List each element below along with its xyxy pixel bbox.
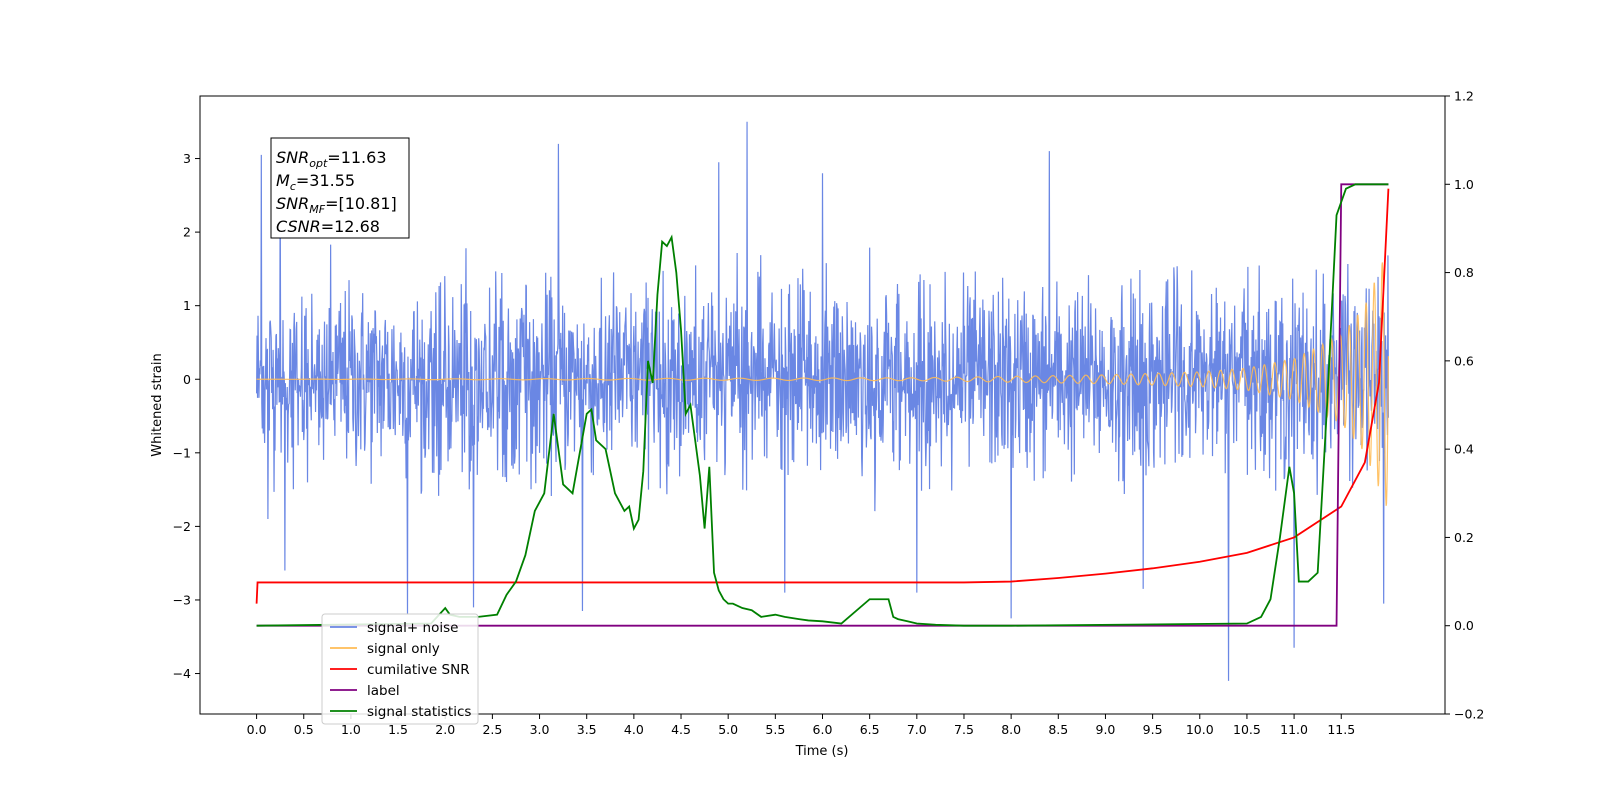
legend-label: signal only (367, 641, 440, 657)
x-tick-label: 3.5 (577, 722, 597, 737)
x-tick-label: 1.0 (341, 722, 361, 737)
y-tick-label-left: −4 (173, 666, 191, 681)
y-tick-label-right: 0.4 (1454, 442, 1474, 457)
y-tick-label-left: −1 (173, 445, 191, 460)
x-tick-label: 10.0 (1186, 722, 1214, 737)
x-tick-label: 1.5 (388, 722, 408, 737)
x-tick-label: 9.0 (1096, 722, 1116, 737)
y-tick-label-left: 2 (183, 225, 191, 240)
y-tick-label-right: 0.6 (1454, 353, 1474, 368)
x-tick-label: 5.5 (765, 722, 785, 737)
y-tick-label-right: 0.2 (1454, 530, 1474, 545)
x-tick-label: 2.5 (482, 722, 502, 737)
x-tick-label: 11.0 (1280, 722, 1308, 737)
x-axis-label: Time (s) (795, 744, 849, 759)
y-tick-label-right: 1.2 (1454, 89, 1474, 104)
x-tick-label: 10.5 (1233, 722, 1261, 737)
x-tick-label: 9.5 (1143, 722, 1163, 737)
y-tick-label-right: 0.8 (1454, 265, 1474, 280)
legend-item[interactable]: signal+ noise (330, 620, 458, 636)
x-tick-label: 6.0 (813, 722, 833, 737)
x-tick-label: 4.5 (671, 722, 691, 737)
y-tick-label-left: 1 (183, 298, 191, 313)
legend-item[interactable]: cumilative SNR (330, 662, 470, 678)
legend-label: cumilative SNR (367, 662, 470, 678)
y-tick-label-left: 0 (183, 372, 191, 387)
x-tick-label: 8.5 (1048, 722, 1068, 737)
y-tick-label-right: −0.2 (1454, 707, 1484, 722)
annotation-frame (270, 137, 410, 239)
axes-layer: 0.0 0.5 1.0 1.5 2.0 2.5 3.0 3.5 4.0 4.5 5.0 5.5 6.0 6… (173, 89, 1485, 738)
series-signal-only (256, 262, 1390, 506)
legend-item[interactable]: signal statistics (330, 704, 471, 720)
x-tick-label: 7.5 (954, 722, 974, 737)
y-tick-label-left: −3 (173, 592, 191, 607)
x-tick-label: 6.5 (860, 722, 880, 737)
annotation-line: SNRMF=[10.81] (276, 194, 397, 216)
legend-item[interactable]: signal only (330, 641, 440, 657)
y-tick-label-left: −2 (173, 519, 191, 534)
legend-item[interactable]: label (330, 683, 400, 699)
series-signal-statistics (256, 183, 1389, 627)
y-tick-label-right: 1.0 (1454, 177, 1474, 192)
x-tick-label: 8.0 (1001, 722, 1021, 737)
annotation-line: Mc=31.55 (276, 171, 355, 193)
annotation-line: CSNR=12.68 (276, 217, 380, 236)
annotation-line: SNRopt=11.63 (276, 148, 387, 170)
legend[interactable]: signal+ noise signal only cumilative SNR la… (321, 613, 479, 725)
legend-frame (321, 613, 479, 725)
y-tick-label-right: 0.0 (1454, 618, 1474, 633)
x-tick-label: 11.5 (1327, 722, 1355, 737)
y-axis-label-left: Whitened strain (150, 353, 165, 456)
x-tick-label: 2.0 (435, 722, 455, 737)
x-tick-label: 0.0 (247, 722, 267, 737)
series-signal-noise (255, 121, 1390, 681)
legend-label: signal statistics (367, 704, 471, 720)
annotation-box: SNRopt=11.63Mc=31.55SNRMF=[10.81]CSNR=12… (270, 137, 410, 239)
x-tick-label: 4.0 (624, 722, 644, 737)
series-cumilative-snr (255, 188, 1390, 604)
x-tick-label: 3.0 (530, 722, 550, 737)
x-tick-label: 0.5 (294, 722, 314, 737)
series-layer (255, 121, 1390, 681)
y-tick-label-left: 3 (183, 151, 191, 166)
x-tick-label: 7.0 (907, 722, 927, 737)
legend-label: label (367, 683, 400, 699)
x-tick-label: 5.0 (718, 722, 738, 737)
legend-label: signal+ noise (367, 620, 458, 636)
